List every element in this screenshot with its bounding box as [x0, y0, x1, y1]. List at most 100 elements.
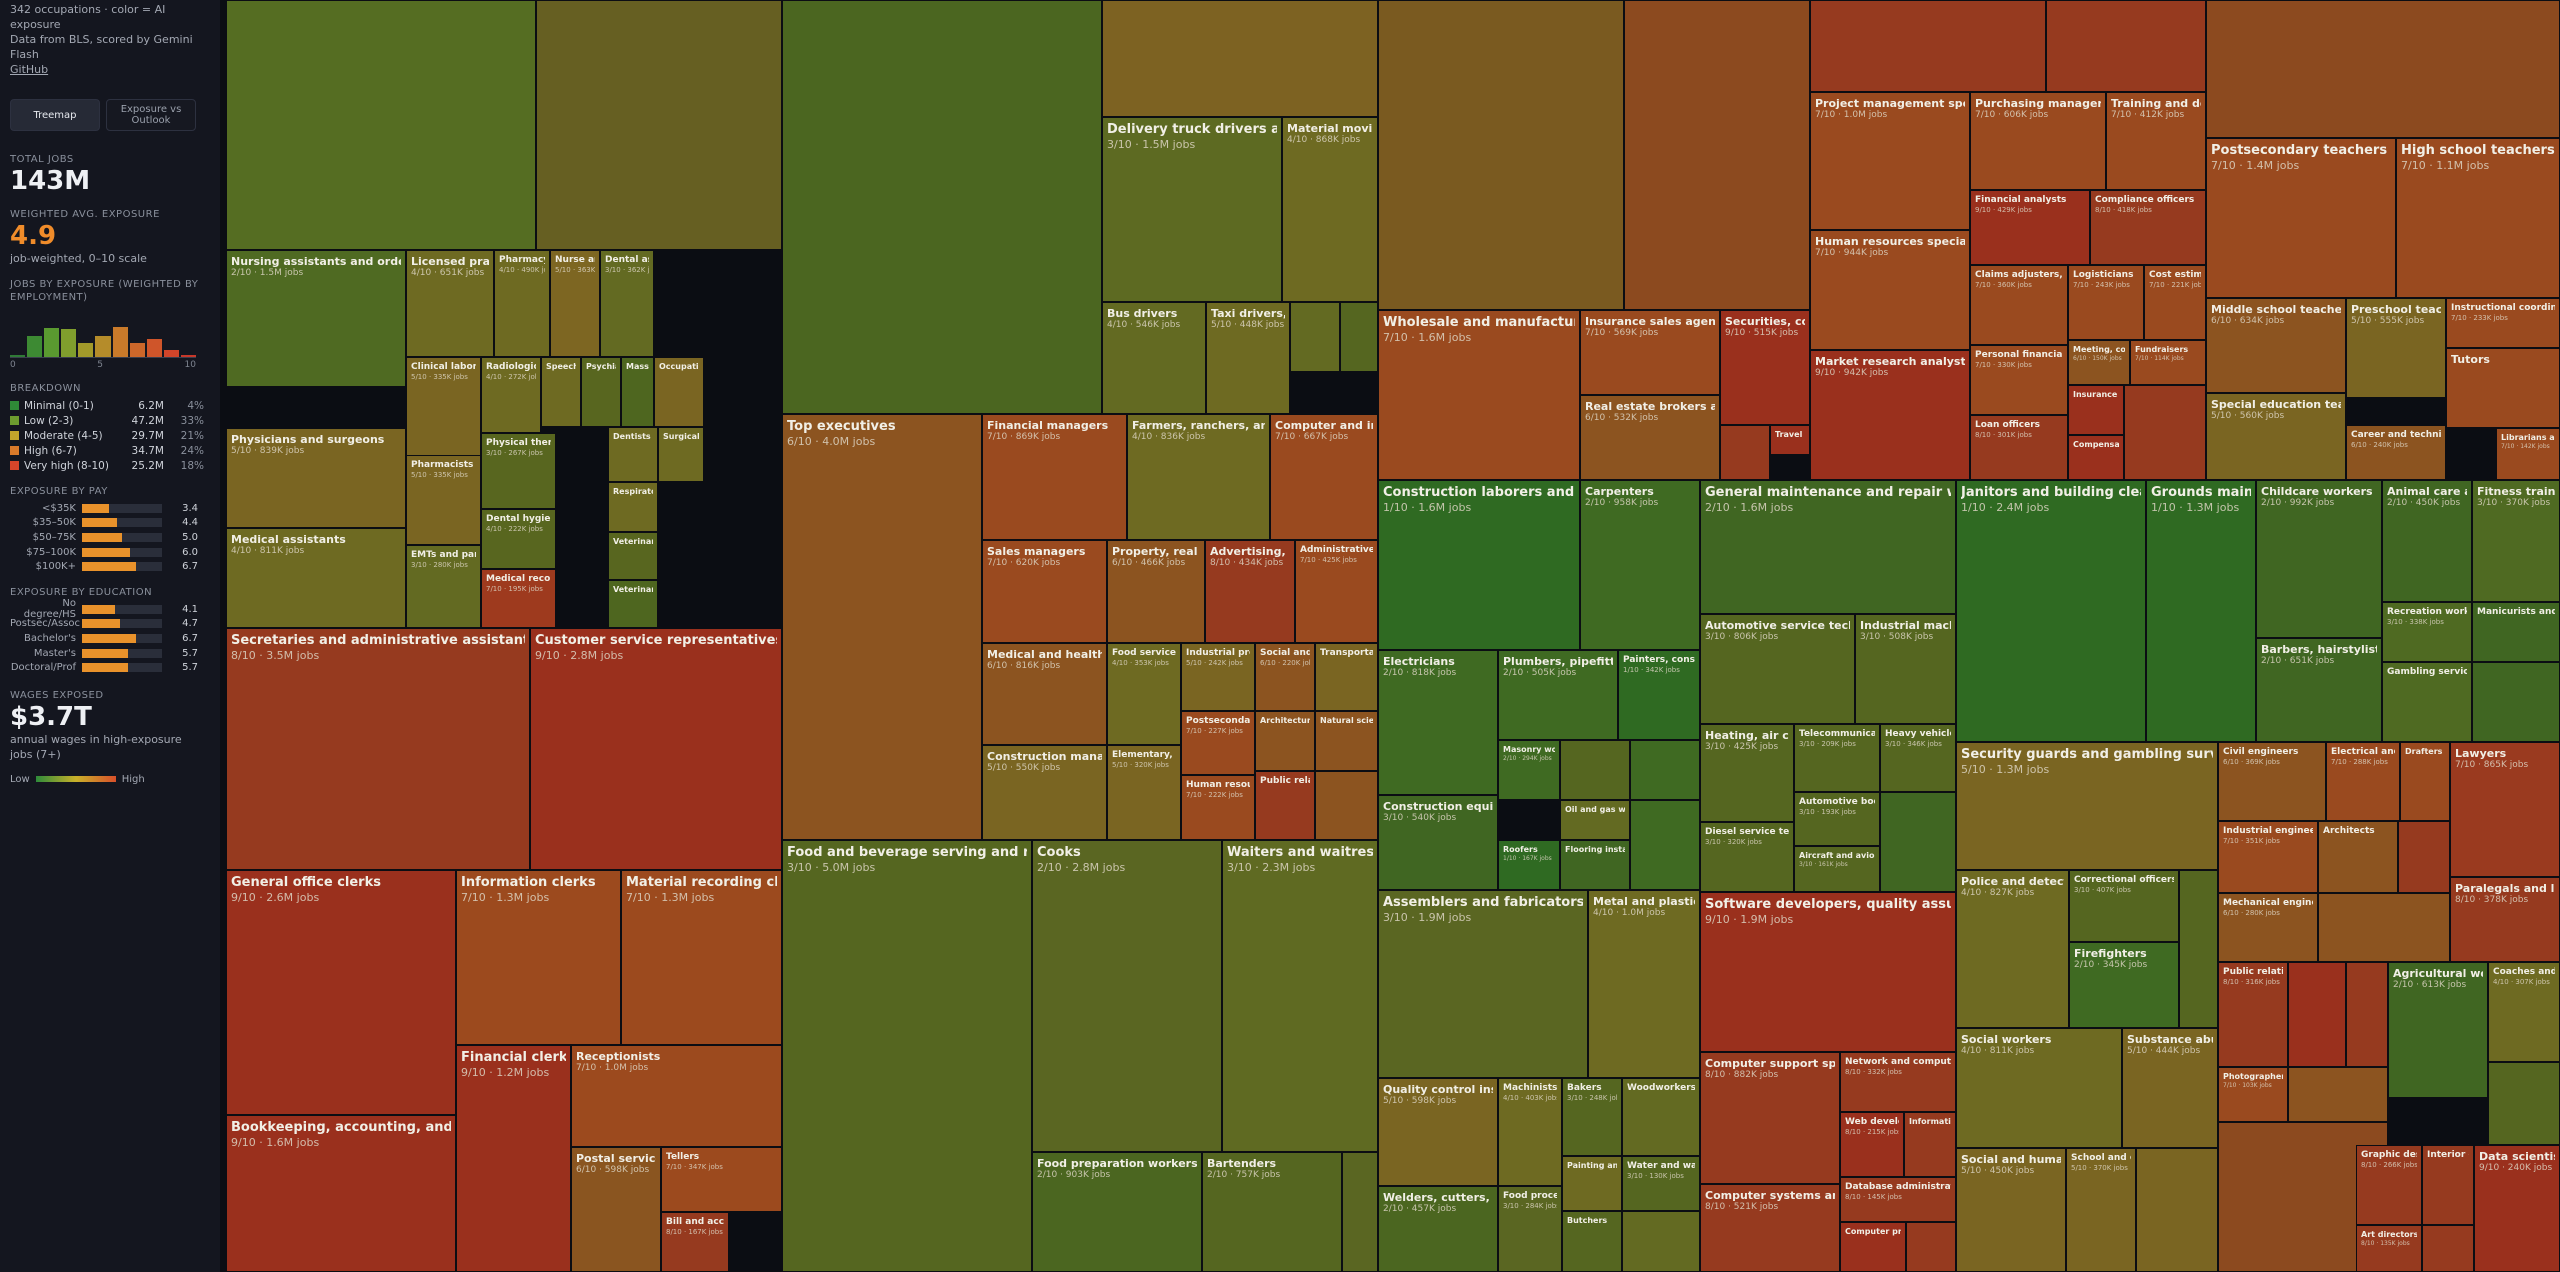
treemap-tile[interactable]: Cost estimators7/10 · 221K jobs: [2144, 265, 2206, 340]
treemap-tile[interactable]: [536, 0, 782, 250]
treemap-tile[interactable]: [2488, 1062, 2560, 1145]
treemap-tile[interactable]: Public relations specialists8/10 · 316K …: [2218, 962, 2288, 1067]
treemap-tile[interactable]: Tellers 7/10 · 347K jobs: [661, 1147, 782, 1212]
treemap-tile[interactable]: [2288, 1067, 2388, 1122]
treemap-tile[interactable]: [2124, 385, 2206, 480]
treemap-tile[interactable]: Wholesale and manufacturing sales repres…: [1378, 310, 1580, 480]
treemap-tile[interactable]: Secretaries and administrative assistant…: [226, 628, 530, 870]
treemap-tile[interactable]: Middle school teachers 6/10 · 634K jobs: [2206, 298, 2346, 393]
treemap-tile[interactable]: Firefighters 2/10 · 345K jobs: [2069, 942, 2179, 1028]
treemap-tile[interactable]: Assemblers and fabricators 3/10 · 1.9M jo…: [1378, 890, 1588, 1078]
treemap-tile[interactable]: Food and beverage serving and related wo…: [782, 840, 1032, 1272]
treemap-tile[interactable]: [1315, 771, 1378, 840]
treemap-tile[interactable]: [2422, 1225, 2474, 1272]
treemap-tile[interactable]: Insurance sales agents 7/10 · 569K jobs: [1580, 310, 1720, 395]
treemap-tile[interactable]: Market research analysts 9/10 · 942K jobs: [1810, 350, 1970, 480]
treemap-tile[interactable]: Social workers 4/10 · 811K jobs: [1956, 1028, 2122, 1148]
treemap-tile[interactable]: Water and wastewater treatment plant ope…: [1622, 1156, 1700, 1211]
treemap-tile[interactable]: [1880, 792, 1956, 892]
treemap-tile[interactable]: Information security analysts: [1904, 1112, 1956, 1177]
treemap-tile[interactable]: Radiologic and MRI technologists4/10 · 2…: [481, 357, 541, 433]
treemap-tile[interactable]: Painting and coating workers: [1562, 1156, 1622, 1211]
treemap-tile[interactable]: Veterinary technologists: [608, 532, 658, 580]
treemap-tile[interactable]: Heavy vehicle and mobile equipment mecha…: [1880, 724, 1956, 792]
treemap-tile[interactable]: Special education teachers5/10 · 560K jo…: [2206, 393, 2346, 480]
treemap-tile[interactable]: Preschool teachers5/10 · 555K jobs: [2346, 298, 2446, 398]
treemap-tile[interactable]: Claims adjusters, appraisers, examiners,…: [1970, 265, 2068, 345]
treemap-tile[interactable]: Electrical and electronics engineers7/10…: [2326, 742, 2400, 821]
treemap-tile[interactable]: [1630, 800, 1700, 890]
treemap-tile[interactable]: Waiters and waitresses3/10 · 2.3M jobs: [1222, 840, 1378, 1152]
treemap-tile[interactable]: [1340, 302, 1378, 372]
treemap-tile[interactable]: Database administrators and architects8/…: [1840, 1177, 1956, 1222]
treemap-tile[interactable]: [1342, 1152, 1378, 1272]
treemap-tile[interactable]: Childcare workers 2/10 · 992K jobs: [2256, 480, 2382, 638]
treemap-tile[interactable]: [226, 0, 536, 250]
treemap-tile[interactable]: Social and human service assistants5/10 …: [1956, 1148, 2066, 1272]
treemap-tile[interactable]: Financial managers 7/10 · 869K jobs: [982, 414, 1127, 540]
treemap-tile[interactable]: Industrial machinery mechanics3/10 · 508…: [1855, 614, 1956, 724]
treemap-tile[interactable]: Data scientists9/10 · 240K jobs: [2474, 1145, 2560, 1272]
treemap-tile[interactable]: Security guards and gambling surveillanc…: [1956, 742, 2218, 870]
treemap-tile[interactable]: Taxi drivers, shuttle drivers, and chauf…: [1206, 302, 1290, 414]
treemap-tile[interactable]: Bartenders 2/10 · 757K jobs: [1202, 1152, 1342, 1272]
treemap-tile[interactable]: Architectural and engineering managers: [1255, 711, 1315, 771]
treemap-tile[interactable]: Civil engineers 6/10 · 369K jobs: [2218, 742, 2326, 821]
treemap-tile[interactable]: Medical assistants 4/10 · 811K jobs: [226, 528, 406, 628]
treemap-tile[interactable]: Woodworkers: [1622, 1078, 1700, 1156]
treemap-tile[interactable]: Substance abuse, behavioral disorder, an…: [2122, 1028, 2218, 1148]
treemap-tile[interactable]: Real estate brokers and sales agents6/10…: [1580, 395, 1720, 480]
treemap-tile[interactable]: Veterinary assistants: [608, 580, 658, 628]
treemap-tile[interactable]: [2206, 0, 2560, 138]
treemap-tile[interactable]: Industrial production managers5/10 · 242…: [1181, 643, 1255, 711]
treemap-tile[interactable]: Postsecondary education administrators7/…: [1181, 711, 1255, 775]
treemap-tile[interactable]: Gambling services workers: [2382, 662, 2472, 742]
github-link[interactable]: GitHub: [10, 63, 49, 76]
treemap-tile[interactable]: School and career counselors and advisor…: [2066, 1148, 2136, 1272]
treemap-tile[interactable]: Meeting, convention, and event planners6…: [2068, 340, 2130, 385]
treemap-tile[interactable]: Transportation, storage, and distributio…: [1315, 643, 1378, 711]
treemap-tile[interactable]: Manicurists and pedicurists: [2472, 602, 2560, 662]
treemap-tile[interactable]: High school teachers 7/10 · 1.1M jobs: [2396, 138, 2560, 298]
treemap-tile[interactable]: [782, 0, 1102, 414]
treemap-tile[interactable]: Flooring installers: [1560, 840, 1630, 890]
treemap-tile[interactable]: Licensed practical and licensed vocation…: [406, 250, 494, 357]
exposure-vs-outlook-button[interactable]: Exposure vs Outlook: [106, 99, 196, 131]
treemap-tile[interactable]: Butchers: [1562, 1211, 1622, 1272]
treemap-tile[interactable]: Financial analysts 9/10 · 429K jobs: [1970, 190, 2090, 265]
treemap-tile[interactable]: Librarians and media collections special…: [2496, 428, 2560, 480]
treemap-tile[interactable]: General office clerks 9/10 · 2.6M jobs: [226, 870, 456, 1115]
treemap-tile[interactable]: Sales managers 7/10 · 620K jobs: [982, 540, 1107, 643]
treemap-tile[interactable]: Industrial engineers7/10 · 351K jobs: [2218, 821, 2318, 893]
treemap-tile[interactable]: Cooks 2/10 · 2.8M jobs: [1032, 840, 1222, 1152]
treemap-tile[interactable]: Information clerks 7/10 · 1.3M jobs: [456, 870, 621, 1045]
treemap-tile[interactable]: Correctional officers and jailers3/10 · …: [2069, 870, 2179, 942]
treemap-tile[interactable]: Postsecondary teachers 7/10 · 1.4M jobs: [2206, 138, 2396, 298]
treemap-tile[interactable]: Coaches and scouts4/10 · 307K jobs: [2488, 962, 2560, 1062]
treemap-tile[interactable]: Painters, construction and maintenance1/…: [1618, 650, 1700, 740]
treemap-tile[interactable]: Dentists: [608, 427, 658, 482]
treemap-tile[interactable]: Construction equipment operators3/10 · 5…: [1378, 795, 1498, 890]
treemap-tile[interactable]: [1810, 0, 2046, 92]
treemap-tile[interactable]: Bus drivers 4/10 · 546K jobs: [1102, 302, 1206, 414]
treemap-tile[interactable]: Human resources specialists7/10 · 944K j…: [1810, 230, 1970, 350]
treemap-tile[interactable]: Respiratory therapists: [608, 482, 658, 532]
treemap-tile[interactable]: Network and computer systems administrat…: [1840, 1052, 1956, 1112]
treemap-tile[interactable]: Fitness trainers and aerobics instructor…: [2472, 480, 2560, 602]
treemap-tile[interactable]: Computer systems analysts8/10 · 521K job…: [1700, 1184, 1840, 1272]
treemap-tile[interactable]: [1560, 740, 1630, 800]
treemap-tile[interactable]: [1720, 425, 1770, 480]
treemap-tile[interactable]: Medical records specialists7/10 · 195K j…: [481, 569, 556, 628]
treemap-tile[interactable]: Financial clerks 9/10 · 1.2M jobs: [456, 1045, 571, 1272]
treemap-tile[interactable]: Top executives 6/10 · 4.0M jobs: [782, 414, 982, 840]
treemap-tile[interactable]: Barbers, hairstylists, and cosmetologist…: [2256, 638, 2382, 742]
treemap-tile[interactable]: [1624, 0, 1810, 310]
treemap-tile[interactable]: Social and community service managers6/1…: [1255, 643, 1315, 711]
treemap-tile[interactable]: Nursing assistants and orderlies2/10 · 1…: [226, 250, 406, 387]
treemap-tile[interactable]: Fundraisers 7/10 · 114K jobs: [2130, 340, 2206, 385]
